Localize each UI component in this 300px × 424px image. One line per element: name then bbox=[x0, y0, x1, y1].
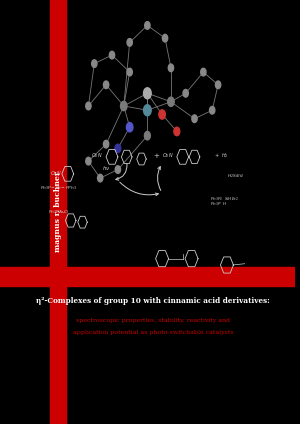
Circle shape bbox=[92, 60, 97, 67]
Circle shape bbox=[162, 34, 168, 42]
Circle shape bbox=[86, 102, 91, 110]
Bar bbox=[0, 267, 295, 286]
Text: $O_2N$: $O_2N$ bbox=[92, 151, 103, 160]
Circle shape bbox=[192, 115, 197, 123]
Circle shape bbox=[127, 68, 132, 76]
Text: $Ph_3PAuCl$: $Ph_3PAuCl$ bbox=[48, 208, 70, 216]
Circle shape bbox=[183, 89, 188, 97]
Circle shape bbox=[121, 101, 127, 111]
Circle shape bbox=[115, 144, 121, 153]
Circle shape bbox=[168, 64, 174, 72]
Circle shape bbox=[145, 22, 150, 29]
Text: $O_2N$: $O_2N$ bbox=[50, 170, 62, 178]
Circle shape bbox=[98, 174, 103, 182]
Circle shape bbox=[143, 88, 151, 99]
Text: $h\nu$: $h\nu$ bbox=[102, 165, 110, 172]
Text: application potential as photo-switchable catalysts: application potential as photo-switchabl… bbox=[73, 330, 234, 335]
Text: spectroscopic properties, stability, reactivity and: spectroscopic properties, stability, rea… bbox=[76, 318, 230, 323]
Circle shape bbox=[103, 140, 109, 148]
Bar bbox=[50, 0, 66, 424]
Circle shape bbox=[174, 127, 180, 136]
Circle shape bbox=[143, 105, 151, 116]
Text: $O_2N$: $O_2N$ bbox=[162, 151, 174, 160]
Text: $Ph_3P \ \ H$: $Ph_3P \ \ H$ bbox=[209, 201, 227, 208]
Circle shape bbox=[215, 81, 221, 89]
Circle shape bbox=[127, 39, 132, 46]
Circle shape bbox=[126, 123, 133, 132]
FancyArrowPatch shape bbox=[116, 164, 127, 180]
Text: η²-Complexes of group 10 with cinnamic acid derivatives:: η²-Complexes of group 10 with cinnamic a… bbox=[36, 297, 270, 305]
Circle shape bbox=[86, 157, 91, 165]
Circle shape bbox=[103, 81, 109, 89]
Circle shape bbox=[168, 97, 174, 106]
Circle shape bbox=[144, 131, 150, 140]
Text: magnus r. buchner: magnus r. buchner bbox=[54, 171, 62, 253]
Circle shape bbox=[109, 51, 115, 59]
Text: +: + bbox=[153, 153, 159, 159]
FancyArrowPatch shape bbox=[120, 182, 158, 196]
FancyArrowPatch shape bbox=[158, 167, 161, 190]
Circle shape bbox=[201, 68, 206, 76]
Circle shape bbox=[115, 166, 121, 173]
Text: $Ph_3P-Pt-PPh_3$: $Ph_3P-Pt-PPh_3$ bbox=[40, 185, 77, 192]
Text: +  $H_2$: + $H_2$ bbox=[214, 151, 228, 160]
Circle shape bbox=[159, 110, 165, 119]
Text: $Ph_3P_2 \ \ SiHEt_2$: $Ph_3P_2 \ \ SiHEt_2$ bbox=[210, 195, 238, 203]
Circle shape bbox=[209, 106, 215, 114]
Text: $H_2SiEt_2$: $H_2SiEt_2$ bbox=[227, 172, 244, 180]
